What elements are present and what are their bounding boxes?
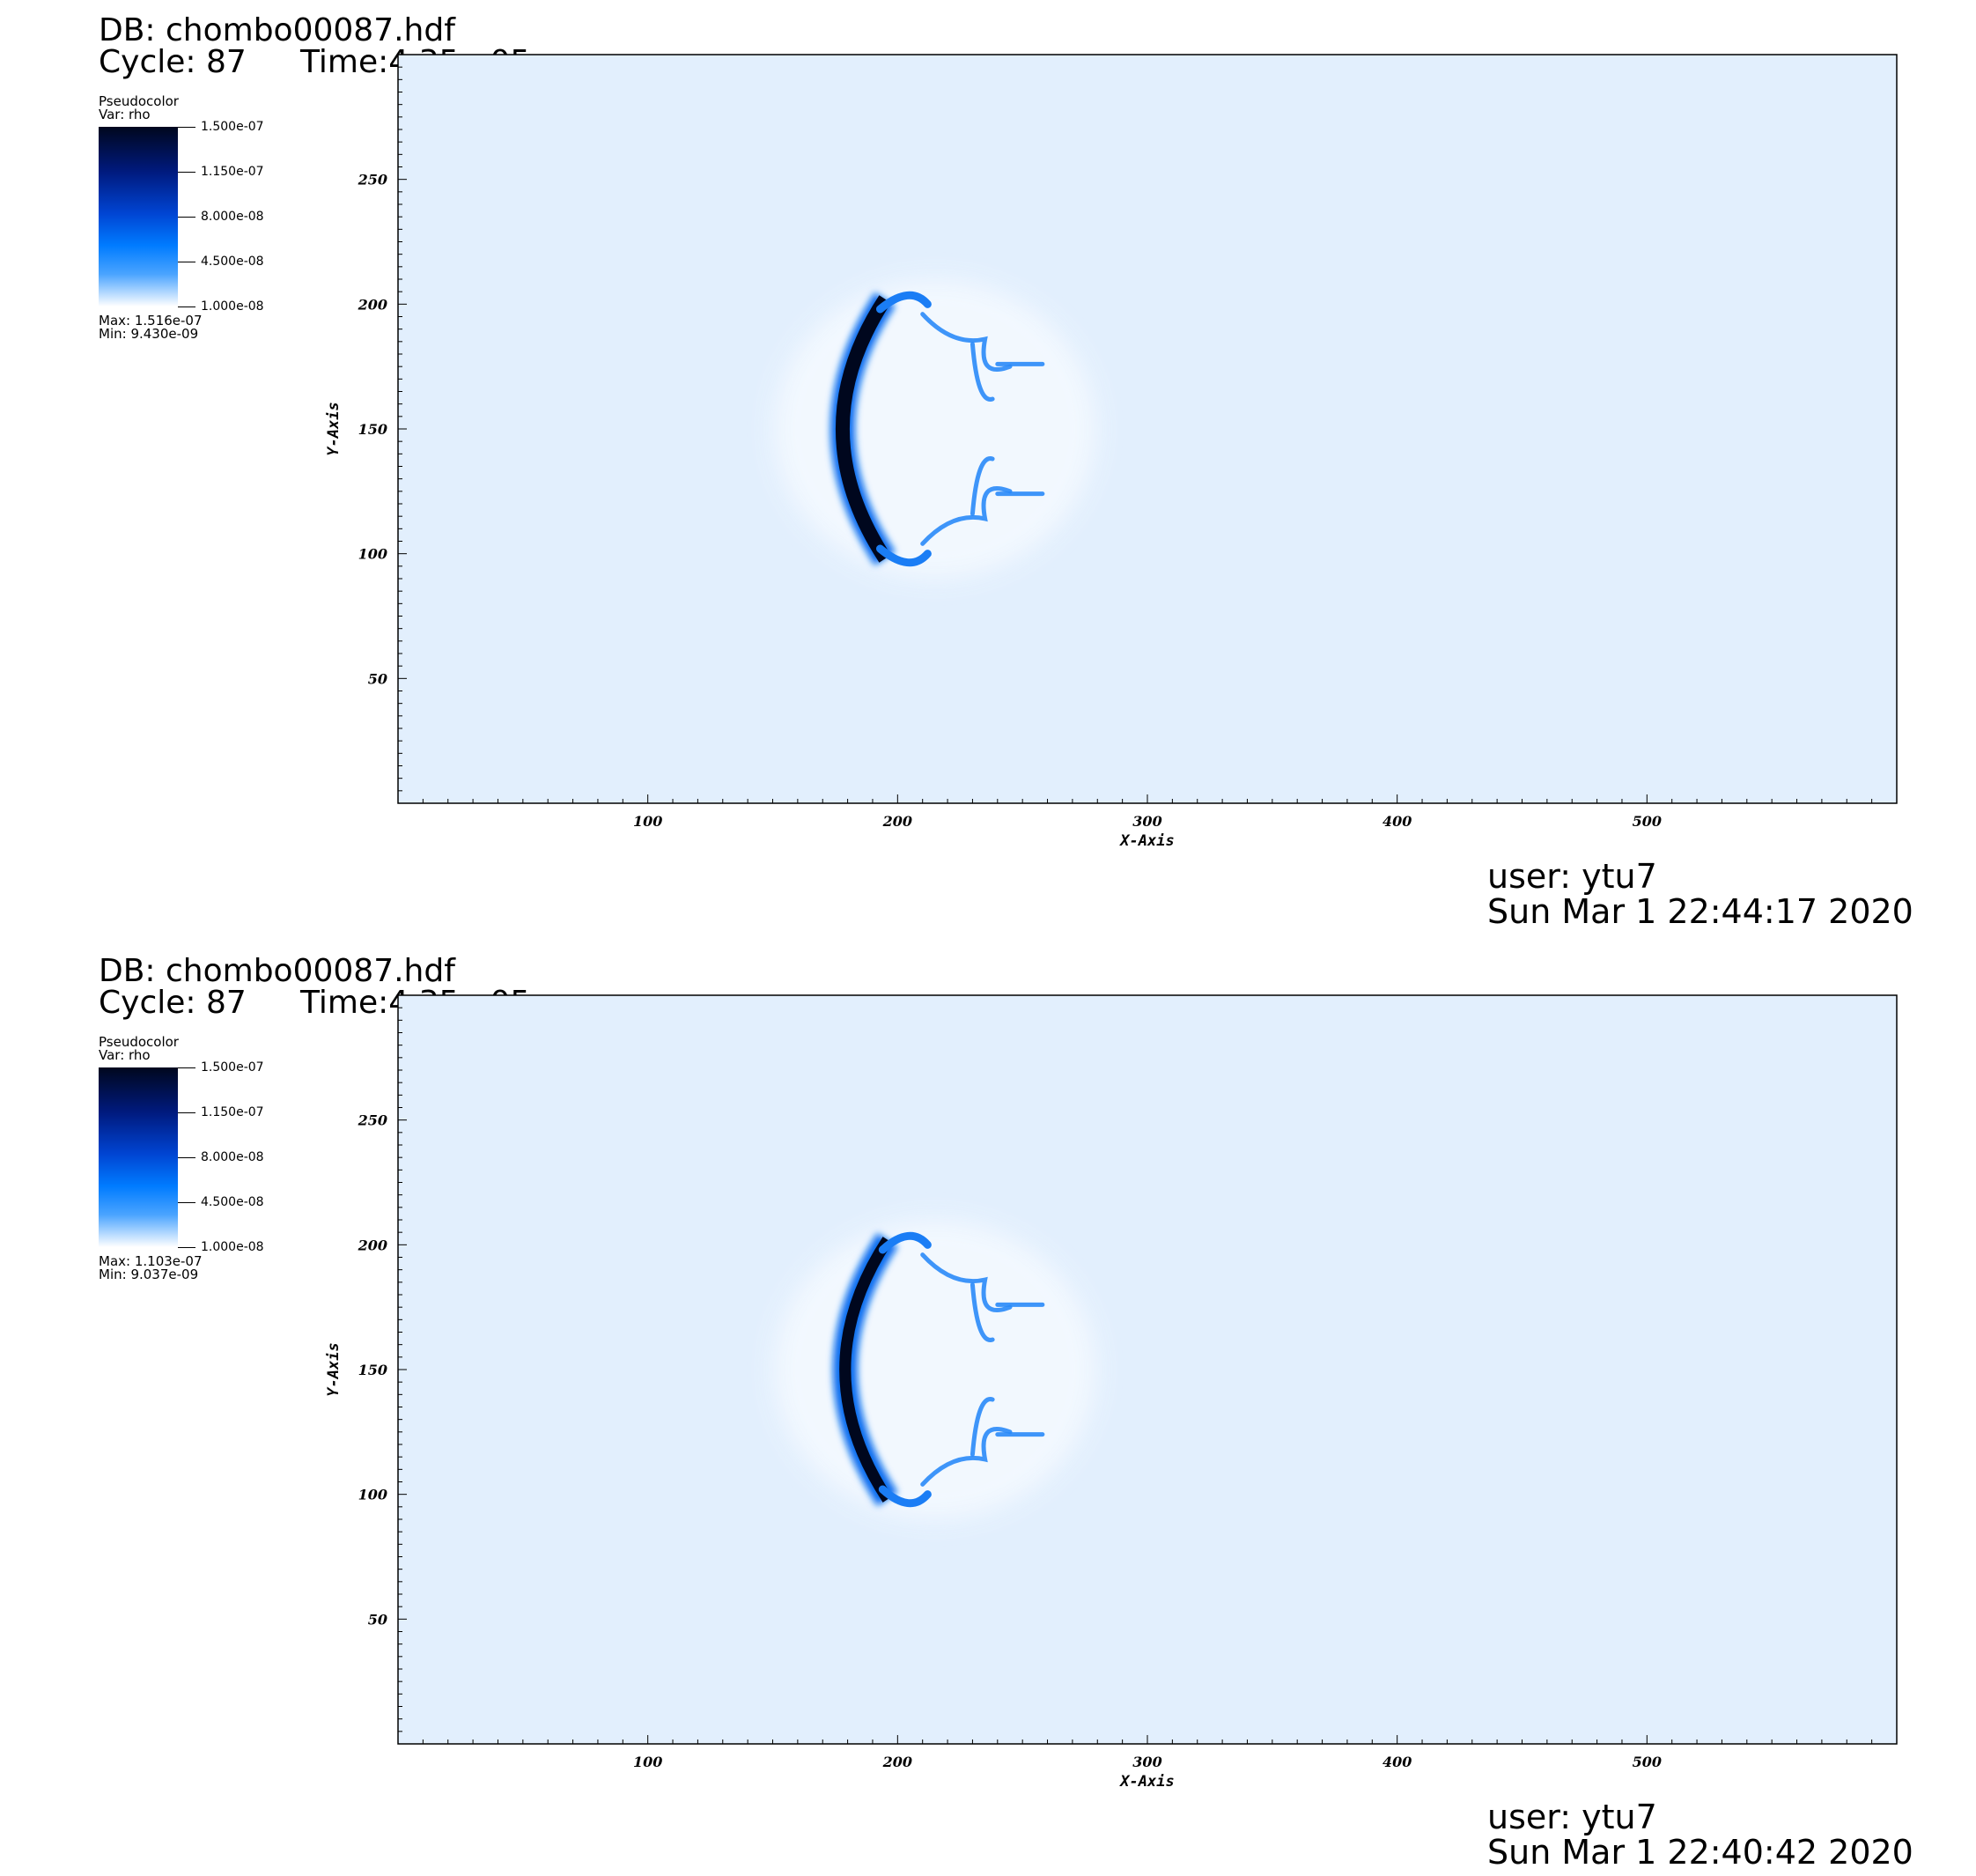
legend-tick-label: 1.150e-07 <box>201 1105 264 1119</box>
legend-colorbar <box>99 127 178 307</box>
upper-tendril <box>920 312 1013 373</box>
legend-tick-label: 1.000e-08 <box>201 1240 264 1254</box>
x-tick-label: 500 <box>1633 1754 1662 1770</box>
y-tick-label: 150 <box>358 1362 387 1378</box>
y-axis-title: Y-Axis <box>325 402 343 455</box>
legend-tick <box>178 172 195 173</box>
x-tick-label: 200 <box>882 1754 912 1770</box>
legend-tick <box>178 1247 195 1248</box>
legend-max: Max: 1.516e-07 <box>99 313 203 329</box>
y-tick-label: 50 <box>368 1611 387 1628</box>
lower-tendril <box>920 1426 1013 1487</box>
user-label: user: ytu7 <box>1487 1798 1657 1836</box>
legend-min: Min: 9.037e-09 <box>99 1267 199 1282</box>
date-label: Sun Mar 1 22:40:42 2020 <box>1487 1833 1913 1872</box>
x-tick-label: 400 <box>1382 1754 1412 1770</box>
lower-vortex <box>970 1397 995 1457</box>
legend-min: Min: 9.430e-09 <box>99 326 199 342</box>
cycle-label: Cycle: 87 <box>99 44 247 80</box>
legend-tick-label: 8.000e-08 <box>201 210 264 224</box>
y-axis-title: Y-Axis <box>325 1342 343 1396</box>
legend-variable: Var: rho <box>99 107 151 122</box>
user-label: user: ytu7 <box>1487 857 1657 896</box>
y-tick-label: 200 <box>358 296 387 313</box>
x-tick-label: 300 <box>1132 813 1161 830</box>
legend-variable: Var: rho <box>99 1047 151 1063</box>
legend-tick <box>178 1202 195 1203</box>
bow-core <box>839 1237 893 1503</box>
density-features <box>773 279 1096 579</box>
y-tick-label: 100 <box>358 546 387 563</box>
lower-tendril <box>920 485 1013 546</box>
legend-plot-type: Pseudocolor <box>99 1034 179 1050</box>
visit-panel-1: DB: chombo00087.hdf Cycle: 87 Time:4.35e… <box>0 0 1976 935</box>
x-tick-label: 100 <box>633 813 662 830</box>
upper-vortex <box>970 1282 995 1342</box>
x-axis-title: X-Axis <box>1118 832 1174 850</box>
x-tick-label: 100 <box>633 1754 662 1770</box>
database-label: DB: chombo00087.hdf <box>99 953 455 989</box>
legend-tick-label: 4.500e-08 <box>201 255 264 269</box>
lower-vortex <box>970 456 995 516</box>
upper-vortex <box>970 342 995 402</box>
legend-tick-label: 1.000e-08 <box>201 299 264 314</box>
y-tick-label: 150 <box>358 421 387 438</box>
density-field <box>398 55 1897 803</box>
lower-cap <box>878 1485 932 1508</box>
legend-max: Max: 1.103e-07 <box>99 1253 203 1269</box>
legend-tick-label: 1.150e-07 <box>201 165 264 179</box>
legend-tick-label: 1.500e-07 <box>201 120 264 134</box>
x-tick-label: 300 <box>1132 1754 1161 1770</box>
legend-tick <box>178 127 195 128</box>
legend-tick <box>178 217 195 218</box>
y-tick-label: 50 <box>368 670 387 687</box>
density-features <box>773 1220 1096 1519</box>
legend-tick-label: 1.500e-07 <box>201 1060 264 1075</box>
x-tick-label: 400 <box>1382 813 1412 830</box>
y-tick-label: 100 <box>358 1487 387 1503</box>
plot-area: 100 200 300 400 500 50 100 150 200 250 X-Axis Y-Axi… <box>325 54 1898 850</box>
lower-cap <box>875 544 932 567</box>
y-tick-label: 250 <box>358 1112 387 1129</box>
y-tick-label: 250 <box>358 172 387 188</box>
database-label: DB: chombo00087.hdf <box>99 12 455 48</box>
bow-core <box>836 295 891 563</box>
legend-plot-type: Pseudocolor <box>99 93 179 109</box>
cycle-label: Cycle: 87 <box>99 985 247 1021</box>
legend-tick <box>178 1157 195 1158</box>
upper-cap <box>878 1231 932 1254</box>
date-label: Sun Mar 1 22:44:17 2020 <box>1487 892 1913 931</box>
visit-panel-2: DB: chombo00087.hdf Cycle: 87 Time:4.35e… <box>0 941 1976 1876</box>
density-field <box>398 995 1897 1744</box>
legend-tick-label: 4.500e-08 <box>201 1195 264 1209</box>
upper-cap <box>875 291 932 314</box>
plot-area: 100 200 300 400 500 50 100 150 200 250 X-Axis Y-Axi… <box>325 994 1898 1791</box>
legend-tick <box>178 1067 195 1068</box>
x-tick-label: 200 <box>882 813 912 830</box>
x-tick-label: 500 <box>1633 813 1662 830</box>
legend-colorbar <box>99 1067 178 1247</box>
legend-tick <box>178 1112 195 1113</box>
upper-tendril <box>920 1252 1013 1313</box>
legend-tick-label: 8.000e-08 <box>201 1150 264 1164</box>
x-axis-title: X-Axis <box>1118 1773 1174 1791</box>
y-tick-label: 200 <box>358 1237 387 1253</box>
